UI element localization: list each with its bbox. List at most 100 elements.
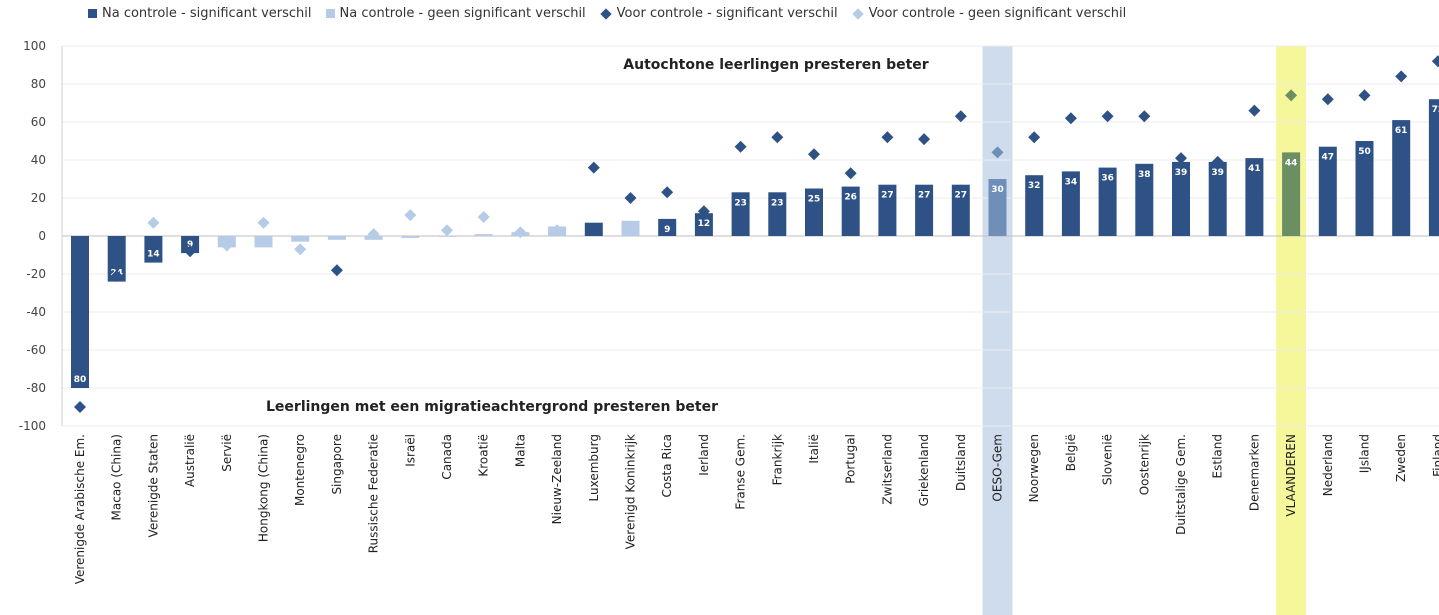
category-label: België [1064,434,1078,471]
category-label: Nieuw-Zeeland [550,434,564,524]
bar [474,234,493,236]
diamond-marker [441,224,453,237]
legend-label: Voor controle - geen significant verschi… [868,6,1127,21]
category-label: Oostenrijk [1137,434,1151,495]
bar [584,222,603,236]
bar [768,192,787,236]
bar-data-label: 25 [808,195,821,205]
y-tick-label: 40 [31,153,46,167]
diamond-marker [1138,110,1151,123]
category-label: Montenegro [293,434,307,506]
bar [1135,163,1154,236]
legend-label: Na controle - geen significant verschil [339,6,586,21]
category-label: Servië [220,434,234,472]
diamond-marker [1028,131,1041,144]
legend-item-voor-sig: Voor controle - significant verschil [600,6,838,21]
diamond-marker [697,205,710,218]
diamond-marker [954,110,967,123]
category-label: Denemarken [1247,434,1261,511]
bar-data-label: 26 [844,193,857,203]
bar [841,186,860,236]
bar [1245,158,1264,236]
diamond-marker [514,226,527,239]
annotation-bottom: Leerlingen met een migratieachtergrond p… [266,399,718,415]
diamond-marker [74,401,86,413]
category-label: Slovenië [1101,434,1115,485]
category-label: Costa Rica [660,434,674,497]
bar-data-label: 39 [1175,168,1188,178]
legend-label: Na controle - significant verschil [102,6,312,21]
bar [144,236,163,263]
bar-data-label: 80 [74,375,87,385]
bar [327,236,346,240]
y-tick-label: -20 [26,267,46,281]
legend-swatch-square-icon [325,9,335,18]
category-label: VLAANDEREN [1284,434,1298,517]
category-label: Estland [1211,434,1225,478]
bar [951,184,970,236]
diamond-marker [257,216,270,229]
category-label: Zweden [1394,434,1408,482]
diamond-marker [587,161,600,174]
category-label: Finland [1431,434,1439,477]
bar [878,184,897,236]
bar-data-label: 12 [698,219,711,229]
bar [438,236,456,237]
diamond-marker [294,243,307,256]
bar-data-label: 27 [918,191,931,201]
bar [988,179,1007,236]
category-label: Singapore [330,434,344,495]
bar [1172,161,1190,236]
bar-data-label: 9 [664,225,670,235]
bar [254,236,273,248]
diamond-marker [918,133,931,146]
diamond-marker [1248,104,1261,117]
highlight-band [1276,46,1307,615]
bar-data-label: 23 [734,198,747,208]
bar-data-label: 36 [1101,174,1114,184]
diamond-marker [147,216,160,229]
diamond-marker [1064,112,1077,125]
y-tick-label: -100 [19,419,46,433]
y-tick-label: -60 [26,343,46,357]
bar-data-label: 32 [1028,181,1041,191]
category-label: Nederland [1321,434,1335,496]
category-label: IJsland [1358,434,1372,473]
diamond-marker [330,264,343,277]
bar-data-label: 14 [147,250,160,260]
bar [731,192,750,236]
diamond-marker [1431,55,1439,68]
category-label: Verenigde Staten [146,434,160,537]
bar-data-label: 39 [1211,168,1224,178]
bar [658,218,677,236]
diamond-marker [1175,152,1187,165]
category-label: Hongkong (China) [257,434,271,542]
category-label: Ierland [697,434,711,476]
y-tick-label: 80 [31,77,46,91]
y-tick-label: 0 [38,229,46,243]
category-label: Frankrijk [770,434,784,485]
bar-data-label: 44 [1285,158,1298,168]
diamond-marker [1101,110,1114,123]
bar [1208,161,1227,236]
diamond-marker [734,140,747,153]
category-label: Verenigde Arabische Em. [73,434,87,584]
bar-data-label: 30 [991,185,1004,195]
legend-label: Voor controle - significant verschil [616,6,838,21]
bar [805,188,823,236]
bar-data-label: 47 [1322,153,1335,163]
bar-data-label: 23 [771,198,784,208]
category-label: Noorwegen [1027,434,1041,502]
y-tick-label: 20 [31,191,46,205]
y-tick-label: -80 [26,381,46,395]
diamond-marker [1321,93,1334,106]
category-label: Franse Gem. [734,434,748,510]
diamond-marker [1358,89,1371,102]
diamond-marker [184,245,197,258]
bar [1282,152,1301,236]
category-label: Malta [513,434,527,467]
bar [621,220,640,236]
legend-item-na-sig: Na controle - significant verschil [88,6,312,21]
category-label: Verenigd Koninkrijk [624,434,638,549]
